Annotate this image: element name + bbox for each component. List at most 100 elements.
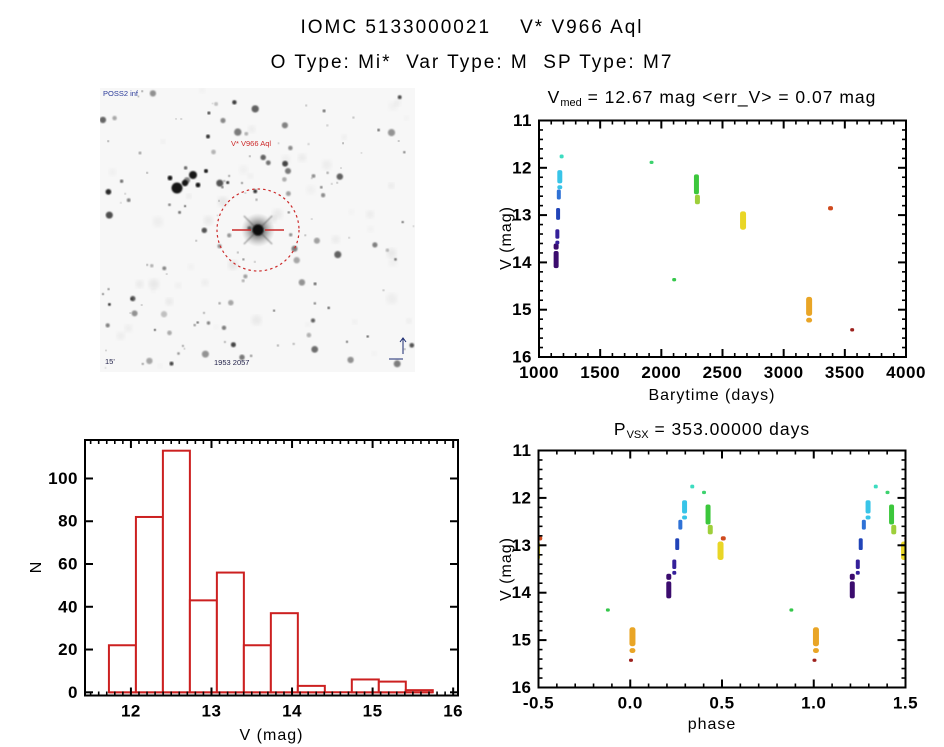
star [253, 189, 258, 194]
coord-label: 1953 2057 [214, 358, 250, 367]
data-segment-teal [559, 154, 564, 159]
phase-xtick-label: 1.0 [801, 694, 826, 713]
target-label: V* V966 Aql [231, 139, 272, 148]
star [140, 304, 143, 306]
star [223, 180, 226, 182]
nebulosity-blob [298, 153, 307, 162]
star [206, 134, 210, 139]
star [130, 297, 133, 301]
target-star-core [252, 224, 264, 236]
finding-chart: POSS2 inf V* V966 Aql 1953 2057 15' [99, 87, 415, 372]
phase-ylabel: V (mag) [498, 537, 515, 601]
histogram-bar [107, 644, 137, 694]
star [227, 233, 232, 238]
star [387, 129, 396, 137]
nebulosity-blob [388, 101, 398, 111]
stars [99, 87, 415, 369]
nebulosity-blob [248, 125, 256, 133]
star [393, 360, 401, 368]
star [195, 239, 198, 242]
star [244, 131, 249, 136]
subtitle: O Type: Mi* Var Type: M SP Type: M7 [270, 52, 674, 73]
star [326, 171, 329, 175]
star [251, 105, 259, 113]
star [372, 242, 378, 248]
bright-star [171, 182, 183, 194]
histogram-frame [84, 439, 459, 697]
star [304, 234, 307, 237]
data-segment-lime [891, 524, 897, 535]
nebulosity-blob [152, 216, 164, 228]
star [183, 348, 186, 350]
star [149, 90, 157, 97]
star [105, 211, 113, 219]
survey-label: POSS2 inf [103, 89, 139, 98]
star [282, 160, 289, 167]
star [234, 128, 242, 136]
star [104, 367, 107, 369]
nebulosity-blob [108, 168, 117, 176]
histogram-xtick-label: 14 [282, 702, 302, 721]
star [112, 115, 117, 121]
data-segment-orange [629, 627, 636, 647]
star [180, 118, 182, 120]
histogram-xtick-label: 13 [202, 702, 222, 721]
star [228, 299, 234, 306]
nebulosity-blob [305, 322, 311, 327]
star [105, 323, 110, 328]
star [218, 302, 221, 305]
data-segment-lime [694, 194, 700, 205]
histogram-xtick-label: 15 [363, 702, 383, 721]
star [260, 154, 266, 161]
phase-xtick-label: -0.5 [523, 694, 554, 713]
nebulosity-blob [228, 260, 238, 270]
star [124, 193, 126, 195]
star [291, 245, 298, 252]
phase-tick-labels: -0.5 0.0 0.5 1.0 1.5 11 12 13 14 15 16 [512, 441, 918, 713]
lightcurve-xtick-label: 4000 [886, 363, 926, 382]
phase-xtick-label: 1.5 [893, 694, 918, 713]
nebulosity-blob [348, 209, 354, 215]
data-segment-orange [812, 648, 819, 653]
star [377, 128, 380, 132]
data-segment-green-dot [605, 608, 610, 612]
star [345, 340, 349, 343]
nebulosity-blob [239, 165, 248, 175]
nebulosity-blob [124, 324, 133, 333]
star [169, 361, 174, 366]
lightcurve-title-main: V [547, 87, 561, 107]
star [288, 145, 293, 151]
star [228, 174, 231, 177]
data-segment-indigo [855, 570, 860, 575]
nebulosity-blob [201, 279, 209, 287]
data-segment-orange [806, 296, 813, 316]
target-marker [216, 188, 300, 272]
star [284, 167, 292, 175]
histogram-ytick-label: 80 [58, 512, 78, 531]
star [319, 185, 323, 189]
data-segment-purple [553, 251, 559, 269]
star [403, 151, 406, 154]
data-segment-purple [553, 243, 559, 250]
star [281, 122, 288, 129]
star-field [99, 87, 415, 369]
nebulosity-blob [367, 226, 374, 233]
phase-axes [537, 449, 907, 689]
star [255, 198, 258, 201]
data-segment-green-dot [789, 608, 794, 612]
star [243, 274, 248, 279]
diffraction-spike [243, 215, 255, 227]
data-segment-dark-red [812, 658, 817, 662]
star [232, 100, 237, 105]
star [196, 321, 199, 324]
nebulosity-blob [199, 87, 206, 94]
star [168, 203, 171, 207]
histogram-bar [188, 599, 218, 694]
scale-label: 15' [105, 357, 115, 366]
data-segment-cyan [682, 515, 688, 520]
star [221, 325, 227, 330]
nebulosity-blob [331, 235, 340, 244]
data-segment-indigo [672, 570, 677, 575]
